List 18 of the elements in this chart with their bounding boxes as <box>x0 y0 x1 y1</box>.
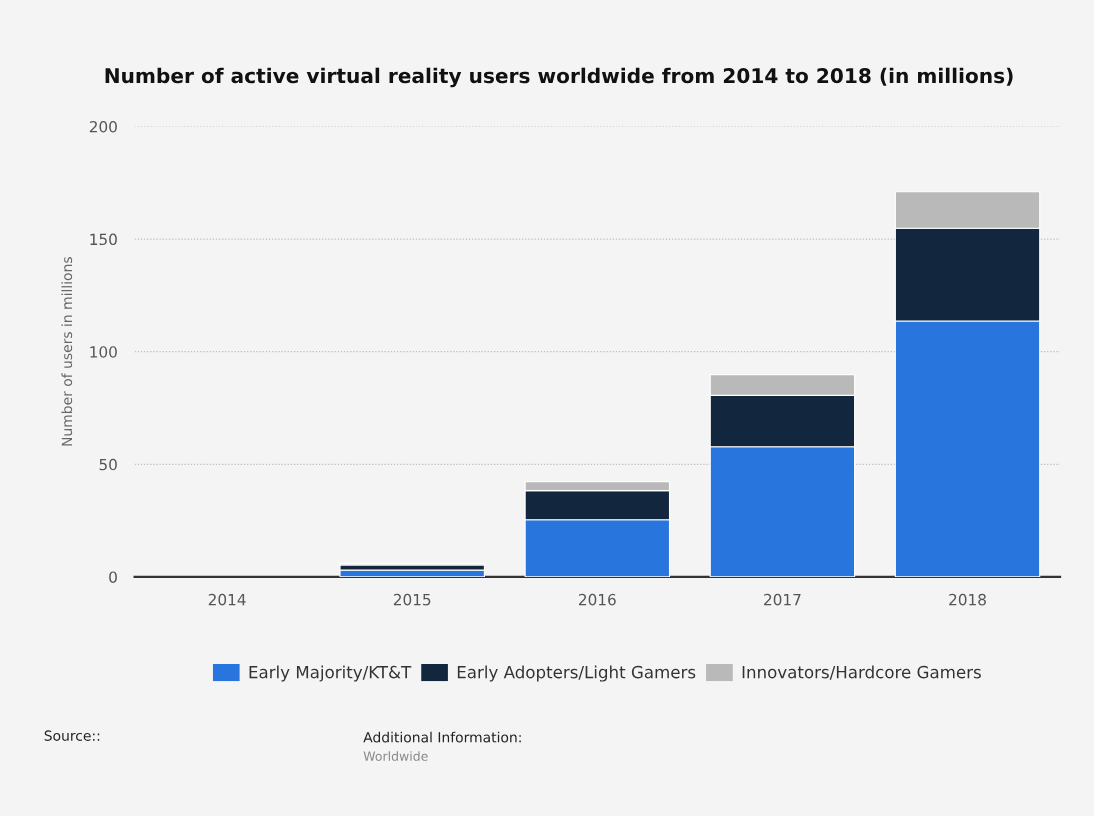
y-tick-label: 200 <box>89 120 117 133</box>
x-tick-label: 2017 <box>764 593 801 606</box>
y-tick-label: 150 <box>90 233 117 246</box>
legend-label: Early Majority/KT&T <box>249 665 412 682</box>
x-tick-label: 2016 <box>579 593 616 606</box>
y-tick-label: 50 <box>99 458 117 471</box>
y-tick-label: 100 <box>90 346 117 358</box>
legend-label: Early Adopters/Light Gamers <box>457 665 696 682</box>
x-tick-label: 2018 <box>949 593 986 606</box>
x-tick-label: 2014 <box>208 593 246 606</box>
text: Worldwide <box>363 751 428 761</box>
y-tick-label: 0 <box>109 571 117 583</box>
chart-title: Number of active virtual reality users worldwide from 2014 to 2018 (in millions) <box>105 67 1013 88</box>
text: Additional Information: <box>363 731 521 743</box>
legend-label: Innovators/Hardcore Gamers <box>742 665 981 680</box>
x-tick-label: 2015 <box>393 593 431 606</box>
source-note: Source:: <box>44 730 100 741</box>
y-axis-title: Number of users in millions <box>61 257 73 446</box>
